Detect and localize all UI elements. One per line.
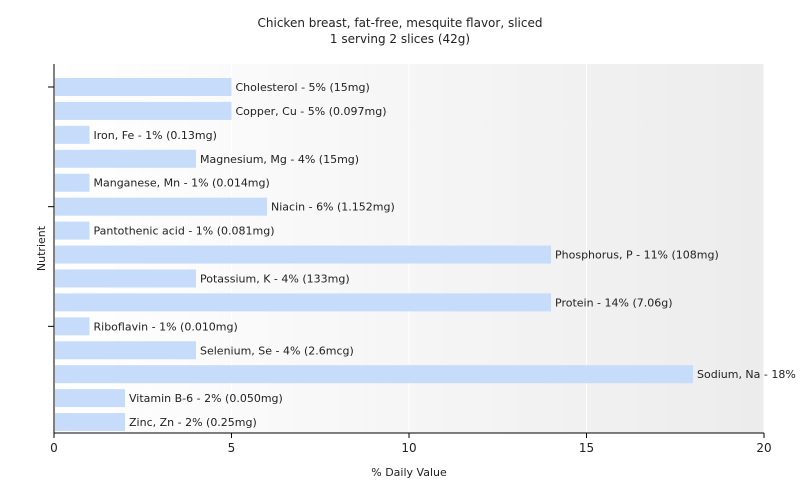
bar	[55, 197, 267, 216]
bar	[55, 341, 196, 360]
bar	[55, 245, 551, 264]
bar-label: Riboflavin - 1% (0.010mg)	[94, 320, 238, 333]
bar-label: Vitamin B-6 - 2% (0.050mg)	[129, 392, 283, 405]
bar	[55, 293, 551, 312]
bar	[55, 365, 693, 384]
x-tick-label: 10	[401, 441, 416, 455]
bar-label: Zinc, Zn - 2% (0.25mg)	[129, 416, 257, 429]
x-tick-label: 15	[579, 441, 594, 455]
chart-subtitle: 1 serving 2 slices (42g)	[329, 32, 471, 46]
bar	[55, 101, 232, 120]
bar-label: Protein - 14% (7.06g)	[555, 296, 673, 309]
bar	[55, 221, 90, 240]
bar	[55, 413, 125, 432]
bar-label: Magnesium, Mg - 4% (15mg)	[200, 153, 359, 166]
bar	[55, 389, 125, 408]
bar-label: Iron, Fe - 1% (0.13mg)	[94, 129, 217, 142]
y-axis-title: Nutrient	[35, 225, 48, 271]
bar-label: Sodium, Na - 18% (437mg)	[697, 368, 800, 381]
bars	[55, 78, 693, 432]
bar	[55, 173, 90, 192]
x-tick-label: 5	[228, 441, 236, 455]
chart-title: Chicken breast, fat-free, mesquite flavo…	[257, 16, 543, 30]
bar	[55, 269, 196, 288]
x-tick-label: 0	[50, 441, 58, 455]
bar-label: Phosphorus, P - 11% (108mg)	[555, 249, 719, 262]
bar-label: Potassium, K - 4% (133mg)	[200, 272, 350, 285]
bar	[55, 317, 90, 336]
bar-label: Niacin - 6% (1.152mg)	[271, 201, 395, 214]
bar-label: Cholesterol - 5% (15mg)	[236, 81, 370, 94]
x-tick-label: 20	[756, 441, 771, 455]
bar-label: Copper, Cu - 5% (0.097mg)	[236, 105, 387, 118]
x-ticks: 0 5 10 15 20	[50, 433, 772, 455]
bar	[55, 125, 90, 144]
bar	[55, 149, 196, 168]
bar-label: Selenium, Se - 4% (2.6mcg)	[200, 344, 354, 357]
bar	[55, 78, 232, 96]
x-axis-title: % Daily Value	[371, 466, 447, 479]
bar-label: Pantothenic acid - 1% (0.081mg)	[94, 225, 275, 238]
bar-label: Manganese, Mn - 1% (0.014mg)	[94, 177, 270, 190]
bar-labels: Cholesterol - 5% (15mg) Copper, Cu - 5% (…	[94, 81, 800, 429]
